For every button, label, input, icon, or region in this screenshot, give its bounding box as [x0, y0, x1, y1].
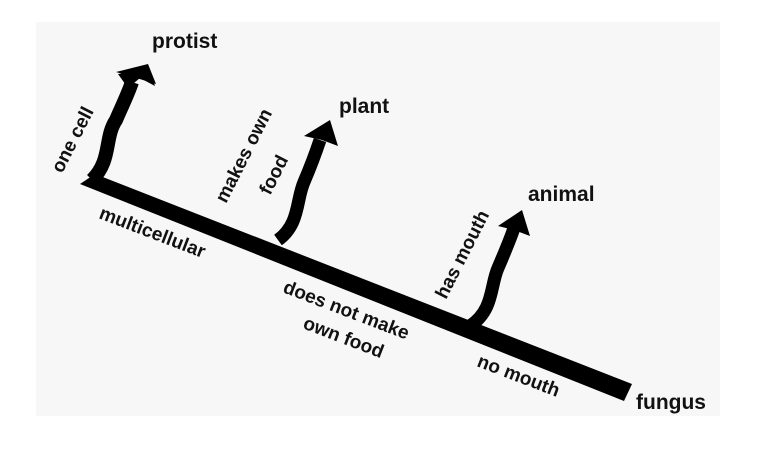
protist-arrowhead-base: [118, 70, 155, 88]
animal-branch: [466, 225, 521, 332]
protist-branch: [86, 79, 139, 185]
trait-label-food: food: [256, 152, 293, 198]
leaf-label-animal: animal: [528, 183, 595, 206]
plant-arrowhead: [304, 120, 338, 146]
trait-label-has-mouth: has mouth: [432, 207, 494, 302]
leaf-label-fungus: fungus: [636, 391, 706, 414]
diagram-panel: [36, 22, 720, 416]
trunk-line: [80, 174, 632, 401]
animal-arrowhead: [498, 210, 530, 236]
plant-branch: [273, 137, 327, 246]
trait-label-one-cell: one cell: [48, 104, 99, 177]
leaf-label-protist: protist: [152, 30, 217, 53]
leaf-label-plant: plant: [339, 95, 389, 118]
